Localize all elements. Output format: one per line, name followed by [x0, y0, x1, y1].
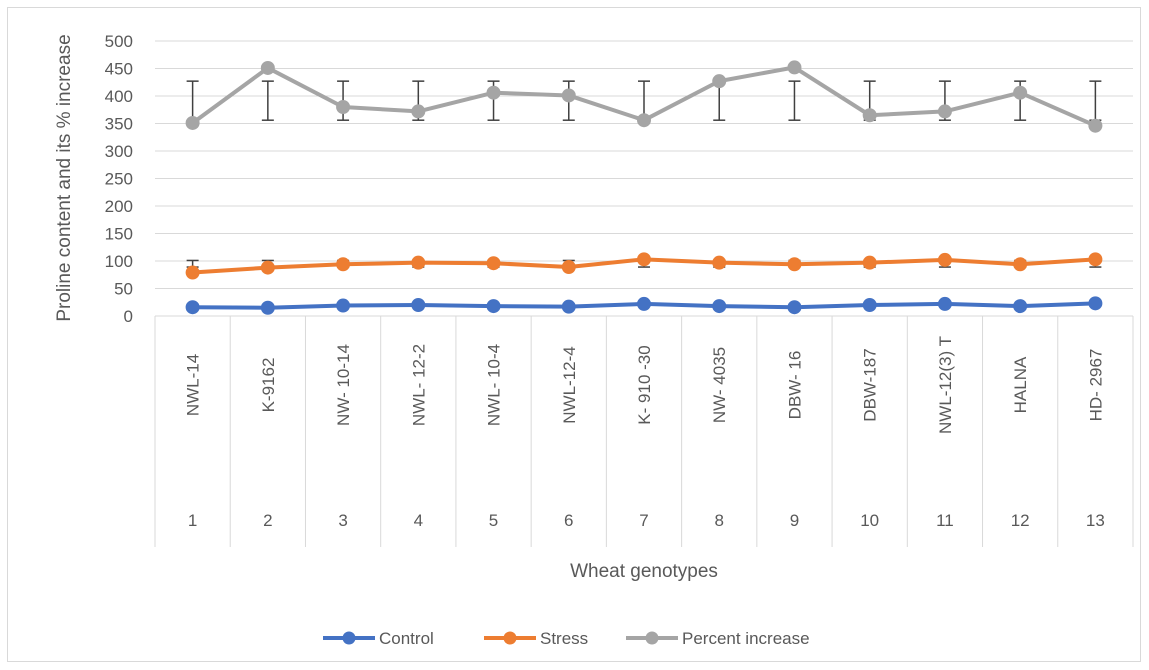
category-name-label: K-9162 [259, 358, 278, 413]
y-axis-title: Proline content and its % increase [54, 34, 75, 321]
y-tick-label: 350 [105, 115, 133, 134]
data-point-stress [637, 252, 651, 267]
category-name-label: DBW-187 [861, 348, 880, 421]
data-point-percent-increase [787, 60, 802, 75]
y-tick-label: 50 [114, 280, 133, 299]
data-point-percent-increase [1013, 85, 1028, 100]
series-lines [185, 60, 1103, 315]
data-point-percent-increase [712, 74, 727, 89]
chart-frame [7, 7, 1141, 662]
y-tick-label: 100 [105, 252, 133, 271]
data-point-stress [486, 256, 501, 271]
category-number-label: 3 [338, 511, 347, 530]
y-tick-label: 300 [105, 142, 133, 161]
legend: Control Stress Percent increase [323, 629, 810, 648]
category-name-label: NWL-12(3) T [936, 336, 955, 434]
y-tick-label: 0 [124, 307, 133, 326]
data-point-control [185, 300, 200, 315]
data-point-percent-increase [937, 104, 952, 119]
category-number-label: 5 [489, 511, 498, 530]
category-number-label: 2 [263, 511, 272, 530]
category-axis-labels: NWL-14 1 K-9162 2 NW- 10-14 3 NWL- 12-2 4 NWL- 1… [184, 336, 1106, 530]
category-name-label: DBW- 16 [785, 351, 804, 420]
data-point-stress [862, 255, 877, 270]
data-point-stress [712, 255, 727, 270]
data-point-percent-increase [561, 88, 576, 103]
error-bars [186, 80, 1102, 268]
data-point-percent-increase [637, 113, 651, 128]
category-number-label: 7 [639, 511, 648, 530]
category-number-label: 4 [414, 511, 423, 530]
axes: 0 50 100 150 200 250 300 350 400 450 500 [105, 32, 1134, 547]
data-point-stress [336, 257, 351, 272]
data-point-control [486, 299, 501, 314]
data-point-percent-increase [411, 104, 426, 119]
category-name-label: NW- 10-14 [334, 344, 353, 426]
legend-label-control: Control [379, 629, 434, 648]
data-point-percent-increase [1088, 118, 1103, 133]
y-tick-label: 250 [105, 170, 133, 189]
y-tick-label: 500 [105, 32, 133, 51]
category-number-label: 6 [564, 511, 573, 530]
y-tick-label: 450 [105, 60, 133, 79]
data-point-stress [1088, 252, 1103, 267]
category-name-label: HALNA [1011, 356, 1030, 413]
data-point-control [787, 300, 802, 315]
data-point-stress [411, 255, 426, 270]
data-point-stress [787, 257, 802, 272]
legend-marker-percent-increase [645, 631, 659, 645]
category-name-label: NWL- 12-2 [409, 344, 428, 426]
data-point-percent-increase [185, 115, 200, 130]
data-point-percent-increase [260, 60, 275, 75]
category-number-label: 12 [1011, 511, 1030, 530]
data-point-stress [937, 252, 952, 267]
legend-marker-stress [503, 631, 517, 645]
category-number-label: 8 [714, 511, 723, 530]
y-tick-label: 150 [105, 225, 133, 244]
data-point-stress [260, 260, 275, 275]
x-axis-title: Wheat genotypes [570, 561, 718, 582]
category-name-label: NWL-12-4 [560, 346, 579, 423]
legend-label-percent-increase: Percent increase [682, 629, 810, 648]
category-name-label: K- 910 -30 [635, 345, 654, 424]
data-point-control [561, 299, 576, 314]
category-name-label: NWL-14 [184, 354, 203, 416]
data-point-stress [1013, 257, 1028, 272]
category-name-label: HD- 2967 [1086, 349, 1105, 422]
data-point-control [1088, 296, 1103, 311]
data-point-stress [185, 265, 200, 280]
data-point-control [1013, 299, 1028, 314]
data-point-percent-increase [486, 85, 501, 100]
data-point-control [336, 298, 351, 313]
y-tick-label: 400 [105, 87, 133, 106]
data-point-control [260, 300, 275, 315]
category-number-label: 11 [936, 511, 954, 530]
category-number-label: 9 [790, 511, 799, 530]
data-point-control [862, 298, 877, 312]
data-point-control [411, 298, 426, 312]
gridlines [155, 40, 1133, 289]
data-point-percent-increase [336, 100, 351, 114]
data-point-control [637, 296, 651, 311]
category-number-label: 13 [1086, 511, 1105, 530]
legend-label-stress: Stress [540, 629, 588, 648]
data-point-percent-increase [862, 108, 877, 123]
legend-marker-control [342, 631, 356, 645]
category-number-label: 1 [188, 511, 197, 530]
y-tick-label: 200 [105, 197, 133, 216]
data-point-control [937, 296, 952, 311]
category-name-label: NW- 4035 [710, 347, 729, 423]
category-name-label: NWL- 10-4 [485, 344, 504, 426]
data-point-control [712, 299, 727, 314]
data-point-stress [561, 260, 576, 275]
category-number-label: 10 [860, 511, 879, 530]
